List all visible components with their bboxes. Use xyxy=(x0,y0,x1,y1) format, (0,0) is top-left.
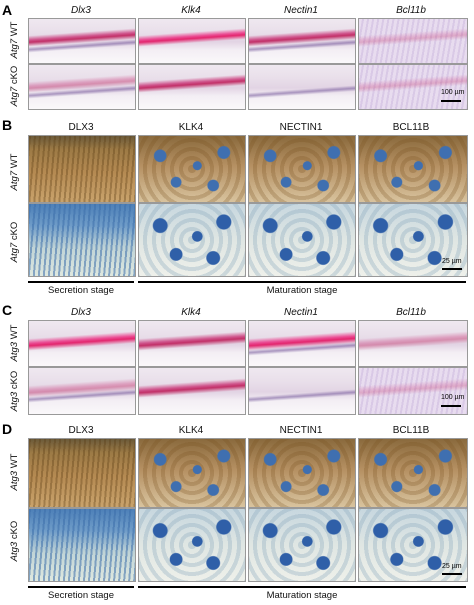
column-header-klk4: Klk4 xyxy=(181,5,201,16)
ihc-image-d-wt-dlx3 xyxy=(28,438,136,508)
column-header-dlx3-protein: DLX3 xyxy=(68,122,94,133)
ish-image-c-cko-nectin1 xyxy=(248,367,356,415)
stage-bar-maturation-d xyxy=(138,586,466,588)
row-label-atg3-cko: Atg3 cKO xyxy=(9,370,20,412)
stage-bar-secretion-d xyxy=(28,586,134,588)
ihc-image-b-cko-nectin1 xyxy=(248,203,356,277)
ish-image-a-cko-bcl11b xyxy=(358,64,468,110)
column-header-klk4-protein: KLK4 xyxy=(178,425,204,436)
stage-label-maturation-d: Maturation stage xyxy=(266,590,338,601)
scale-bar-b xyxy=(442,268,462,270)
ihc-image-d-wt-bcl11b xyxy=(358,438,468,508)
ish-image-a-wt-klk4 xyxy=(138,18,246,64)
row-label-atg3-cko: Atg3 cKO xyxy=(9,520,20,562)
ihc-image-b-cko-bcl11b xyxy=(358,203,468,277)
ihc-image-b-cko-klk4 xyxy=(138,203,246,277)
column-header-bcl11b: Bcl11b xyxy=(396,5,426,16)
column-header-klk4-protein: KLK4 xyxy=(178,122,204,133)
column-header-dlx3-protein: DLX3 xyxy=(68,425,94,436)
ish-image-c-wt-dlx3 xyxy=(28,320,136,367)
ish-image-a-wt-nectin1 xyxy=(248,18,356,64)
column-header-klk4: Klk4 xyxy=(181,307,201,318)
scale-bar-a xyxy=(441,100,461,102)
column-header-dlx3: Dlx3 xyxy=(70,5,91,16)
stage-bar-secretion-b xyxy=(28,281,134,283)
column-header-nectin1: Nectin1 xyxy=(284,5,318,16)
row-label-atg3-wt: Atg3 WT xyxy=(9,453,20,491)
ihc-image-d-wt-nectin1 xyxy=(248,438,356,508)
row-label-atg7-cko: Atg7 cKO xyxy=(9,65,20,107)
ish-image-c-wt-nectin1 xyxy=(248,320,356,367)
ihc-image-d-cko-nectin1 xyxy=(248,508,356,582)
column-header-bcl11b: Bcl11b xyxy=(396,307,426,318)
ihc-image-b-wt-bcl11b xyxy=(358,135,468,203)
ihc-image-d-cko-dlx3 xyxy=(28,508,136,582)
scale-bar-d xyxy=(442,573,462,575)
ish-image-a-wt-dlx3 xyxy=(28,18,136,64)
ish-image-a-wt-bcl11b xyxy=(358,18,468,64)
column-header-nectin1-protein: NECTIN1 xyxy=(279,425,323,436)
ish-image-a-cko-dlx3 xyxy=(28,64,136,110)
column-header-nectin1-protein: NECTIN1 xyxy=(279,122,323,133)
scale-label-d: 25 µm xyxy=(442,563,462,570)
ihc-image-b-wt-dlx3 xyxy=(28,135,136,203)
panel-letter-c: C xyxy=(2,302,13,318)
column-header-bcl11b-protein: BCL11B xyxy=(392,425,430,436)
scale-label-b: 25 µm xyxy=(442,258,462,265)
row-label-atg7-wt: Atg7 WT xyxy=(9,153,20,191)
scale-label-a: 100 µm xyxy=(441,89,465,96)
row-label-atg7-cko: Atg7 cKO xyxy=(9,221,20,263)
ish-image-a-cko-klk4 xyxy=(138,64,246,110)
ish-image-c-cko-bcl11b xyxy=(358,367,468,415)
column-header-dlx3: Dlx3 xyxy=(70,307,91,318)
panel-letter-a: A xyxy=(2,2,13,18)
ihc-image-d-cko-klk4 xyxy=(138,508,246,582)
ish-image-c-cko-dlx3 xyxy=(28,367,136,415)
ish-image-c-wt-bcl11b xyxy=(358,320,468,367)
stage-bar-maturation-b xyxy=(138,281,466,283)
panel-letter-d: D xyxy=(2,421,13,437)
ihc-image-b-wt-klk4 xyxy=(138,135,246,203)
ihc-image-d-cko-bcl11b xyxy=(358,508,468,582)
stage-label-secretion-d: Secretion stage xyxy=(47,590,114,601)
ish-image-c-cko-klk4 xyxy=(138,367,246,415)
stage-label-secretion-b: Secretion stage xyxy=(47,285,114,296)
column-header-nectin1: Nectin1 xyxy=(284,307,318,318)
ish-image-a-cko-nectin1 xyxy=(248,64,356,110)
ihc-image-b-wt-nectin1 xyxy=(248,135,356,203)
ihc-image-b-cko-dlx3 xyxy=(28,203,136,277)
scale-bar-c xyxy=(441,405,461,407)
panel-letter-b: B xyxy=(2,117,13,133)
stage-label-maturation-b: Maturation stage xyxy=(266,285,338,296)
column-header-bcl11b-protein: BCL11B xyxy=(392,122,430,133)
ihc-image-d-wt-klk4 xyxy=(138,438,246,508)
ish-image-c-wt-klk4 xyxy=(138,320,246,367)
scale-label-c: 100 µm xyxy=(441,394,465,401)
